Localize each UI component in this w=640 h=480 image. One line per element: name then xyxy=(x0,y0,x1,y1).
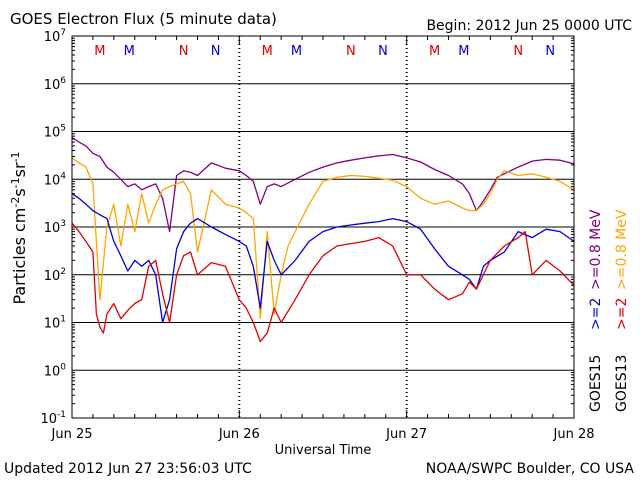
y-tick-label: 104 xyxy=(44,171,67,188)
y-label-part: Particles cm xyxy=(10,208,29,305)
x-tick-label: Jun 27 xyxy=(385,427,427,442)
y-axis-ticks: 107 106 105 104 103 102 101 100 10-1 xyxy=(40,28,574,427)
marker-label: N xyxy=(545,44,555,59)
x-tick-label: Jun 26 xyxy=(218,427,260,442)
marker-label: N xyxy=(378,44,388,59)
y-tick-label: 107 xyxy=(44,28,66,45)
series-line xyxy=(71,222,575,343)
legend-entry: >=2 xyxy=(588,298,604,330)
y-tick-label: 106 xyxy=(44,76,67,93)
legend-entry: >=0.8 MeV xyxy=(588,209,604,290)
data-series xyxy=(71,136,575,343)
marker-label: M xyxy=(94,44,105,59)
source-credit: NOAA/SWPC Boulder, CO USA xyxy=(426,461,635,477)
legend-entry: >=0.8 MeV xyxy=(614,209,630,290)
series-line xyxy=(71,136,575,233)
y-tick-label: 10-1 xyxy=(40,410,66,427)
y-tick-label: 103 xyxy=(44,219,66,236)
marker-label: M xyxy=(124,44,135,59)
updated-timestamp: Updated 2012 Jun 27 23:56:03 UTC xyxy=(4,461,252,477)
y-label-part: s xyxy=(10,188,29,196)
y-label-part: sr xyxy=(10,162,29,177)
legend-entry: >=2 xyxy=(614,298,630,330)
x-axis-ticks: Jun 25 Jun 26 Jun 27 Jun 28 xyxy=(51,36,595,442)
y-tick-label: 105 xyxy=(44,124,66,141)
marker-label: N xyxy=(346,44,356,59)
series-line xyxy=(71,157,575,320)
x-axis-label: Universal Time xyxy=(275,443,372,458)
x-tick-label: Jun 25 xyxy=(51,427,93,442)
y-label-exp: -2 xyxy=(9,197,22,208)
y-axis-label: Particles cm-2s-1sr-1 xyxy=(9,151,29,304)
legend-satellite: GOES15 xyxy=(588,355,604,412)
marker-label: M xyxy=(291,44,302,59)
legend-satellite: GOES13 xyxy=(614,355,630,412)
x-tick-label: Jun 28 xyxy=(553,427,595,442)
legend: GOES15 GOES13 >=2 >=0.8 MeV >=2 >=0.8 MeV xyxy=(588,209,630,412)
marker-label: N xyxy=(211,44,221,59)
marker-label: N xyxy=(179,44,189,59)
y-tick-label: 101 xyxy=(44,315,66,332)
marker-label: M xyxy=(458,44,469,59)
chart-title: GOES Electron Flux (5 minute data) xyxy=(10,10,277,28)
y-tick-label: 100 xyxy=(44,362,67,379)
gridlines xyxy=(72,36,574,418)
marker-label: N xyxy=(513,44,523,59)
begin-label: Begin: 2012 Jun 25 0000 UTC xyxy=(426,18,632,34)
marker-label: M xyxy=(262,44,273,59)
marker-label: M xyxy=(429,44,440,59)
y-tick-label: 102 xyxy=(44,267,66,284)
y-label-exp: -1 xyxy=(9,151,22,162)
series-line xyxy=(71,193,575,324)
y-label-exp: -1 xyxy=(9,177,22,188)
